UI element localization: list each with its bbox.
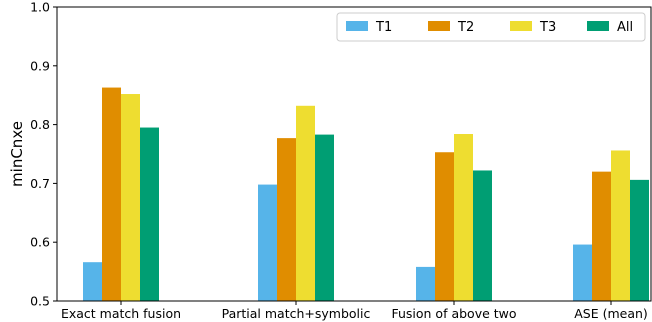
y-tick-label: 0.8 [30, 117, 50, 132]
bar-t1-1 [258, 184, 277, 301]
bars-group [83, 87, 649, 301]
x-tick-label: ASE (mean) [574, 306, 648, 321]
bar-t1-3 [573, 244, 592, 301]
legend-swatch-t2 [428, 21, 450, 31]
bar-all-1 [315, 134, 334, 301]
x-tick-label: Exact match fusion [61, 306, 181, 321]
bar-t2-3 [592, 171, 611, 301]
y-tick-label: 1.0 [30, 0, 50, 15]
legend-label-t2: T2 [457, 20, 474, 35]
legend-label-t1: T1 [375, 20, 392, 35]
y-axis: 0.5 0.6 0.7 0.8 0.9 1.0 [30, 0, 57, 309]
bar-t3-0 [121, 94, 140, 301]
bar-t2-0 [102, 87, 121, 301]
x-tick-label: Partial match+symbolic [222, 306, 371, 321]
legend-swatch-t3 [510, 21, 532, 31]
bar-t3-1 [296, 105, 315, 301]
y-tick-label: 0.5 [30, 294, 50, 309]
bar-t2-1 [277, 138, 296, 301]
legend: T1 T2 T3 All [336, 12, 646, 42]
bar-all-2 [473, 170, 492, 301]
y-tick-label: 0.7 [30, 176, 50, 191]
plot-frame [56, 6, 652, 302]
bar-t3-3 [611, 150, 630, 301]
x-axis: Exact match fusion Partial match+symbolic… [61, 301, 648, 321]
y-axis-label: minCnxe [8, 121, 26, 187]
legend-swatch-t1 [346, 21, 368, 31]
bar-t1-2 [416, 266, 435, 301]
y-tick-label: 0.9 [30, 58, 50, 73]
bar-t2-2 [435, 152, 454, 301]
legend-swatch-all [587, 21, 609, 31]
y-tick-label: 0.6 [30, 235, 50, 250]
legend-label-all: All [617, 20, 633, 35]
x-tick-label: Fusion of above two [391, 306, 516, 321]
bar-all-3 [630, 179, 649, 301]
bar-all-0 [140, 127, 159, 301]
bar-t3-2 [454, 134, 473, 301]
legend-label-t3: T3 [539, 20, 556, 35]
legend-box [336, 12, 646, 42]
bar-t1-0 [83, 262, 102, 301]
